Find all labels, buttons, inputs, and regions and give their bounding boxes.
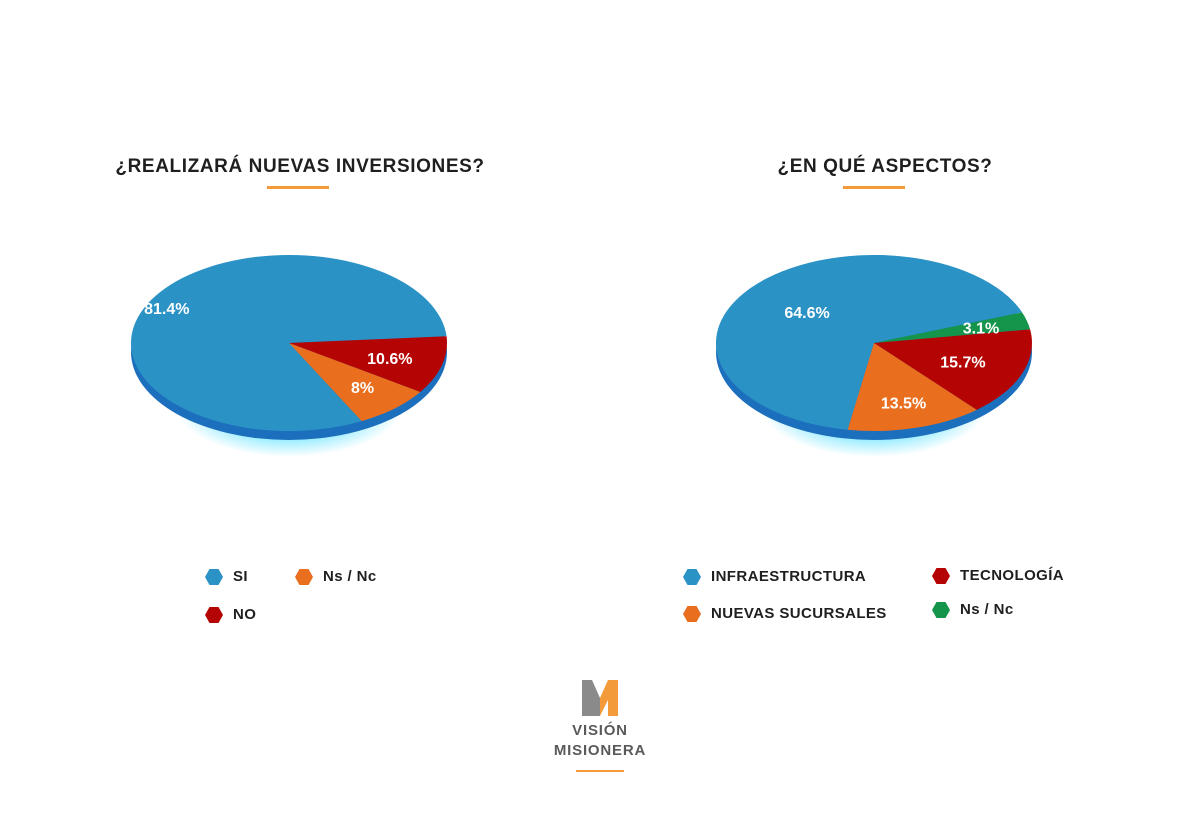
legend-hexagon-icon <box>205 568 223 585</box>
chart-aspectos: ¿EN QUÉ ASPECTOS? 64.6% 3.1% 15.7% 13.5% IN… <box>585 0 1185 660</box>
legend-label: NUEVAS SUCURSALES <box>711 605 887 622</box>
pie-slice-tecnología <box>874 329 1032 410</box>
logo-mark-icon <box>582 680 618 716</box>
legend-item-nsnc: Ns / Nc <box>932 601 1014 618</box>
pie-chart: 81.4% 10.6% 8% <box>131 254 447 457</box>
pie-slice-no <box>289 336 447 392</box>
logo-text-line1: VISIÓN <box>572 722 628 739</box>
legend-item-si: SI <box>205 568 248 585</box>
legend-item-infraestructura: INFRAESTRUCTURA <box>683 568 866 585</box>
legend-label: Ns / Nc <box>323 568 377 585</box>
pie-slice-nuevas-sucursales <box>847 343 977 431</box>
legend-item-tecnologia: TECNOLOGÍA <box>932 567 1064 584</box>
slice-value-label: 15.7% <box>940 354 985 371</box>
pie-slice-ns-nc <box>874 312 1031 343</box>
legend-hexagon-icon <box>683 605 701 622</box>
slice-value-label: 3.1% <box>963 320 999 337</box>
legend-label: Ns / Nc <box>960 601 1014 618</box>
legend-item-nsnc: Ns / Nc <box>295 568 377 585</box>
slice-value-label: 64.6% <box>784 305 829 322</box>
legend-hexagon-icon <box>295 568 313 585</box>
slice-value-label: 8% <box>351 380 374 397</box>
chart-title: ¿REALIZARÁ NUEVAS INVERSIONES? <box>115 156 485 177</box>
pie-chart: 64.6% 3.1% 15.7% 13.5% <box>716 255 1032 457</box>
slice-value-label: 13.5% <box>881 395 926 412</box>
legend-label: NO <box>233 606 257 623</box>
legend-hexagon-icon <box>205 606 223 623</box>
logo-text-line2: MISIONERA <box>553 742 647 759</box>
vision-misionera-logo: VISIÓN MISIONERA <box>540 672 660 782</box>
legend-hexagon-icon <box>683 568 701 585</box>
pie-slice-infraestructura <box>716 255 1023 430</box>
legend-label: TECNOLOGÍA <box>960 567 1064 584</box>
title-underline <box>267 186 329 189</box>
legend-label: SI <box>233 568 248 585</box>
legend-hexagon-icon <box>932 601 950 618</box>
legend-hexagon-icon <box>932 567 950 584</box>
legend-item-no: NO <box>205 606 256 623</box>
legend-label: INFRAESTRUCTURA <box>711 568 867 585</box>
logo-underline <box>576 770 624 772</box>
slice-value-label: 81.4% <box>144 301 189 318</box>
pie-slice-si <box>131 254 447 431</box>
legend-item-nuevas-sucursales: NUEVAS SUCURSALES <box>683 605 887 622</box>
chart-title: ¿EN QUÉ ASPECTOS? <box>777 156 993 177</box>
title-underline <box>843 186 905 189</box>
pie-slice-ns-nc <box>289 343 421 422</box>
chart-inversiones: ¿REALIZARÁ NUEVAS INVERSIONES? 81.4% 10.6… <box>0 0 600 660</box>
slice-value-label: 10.6% <box>367 351 412 368</box>
